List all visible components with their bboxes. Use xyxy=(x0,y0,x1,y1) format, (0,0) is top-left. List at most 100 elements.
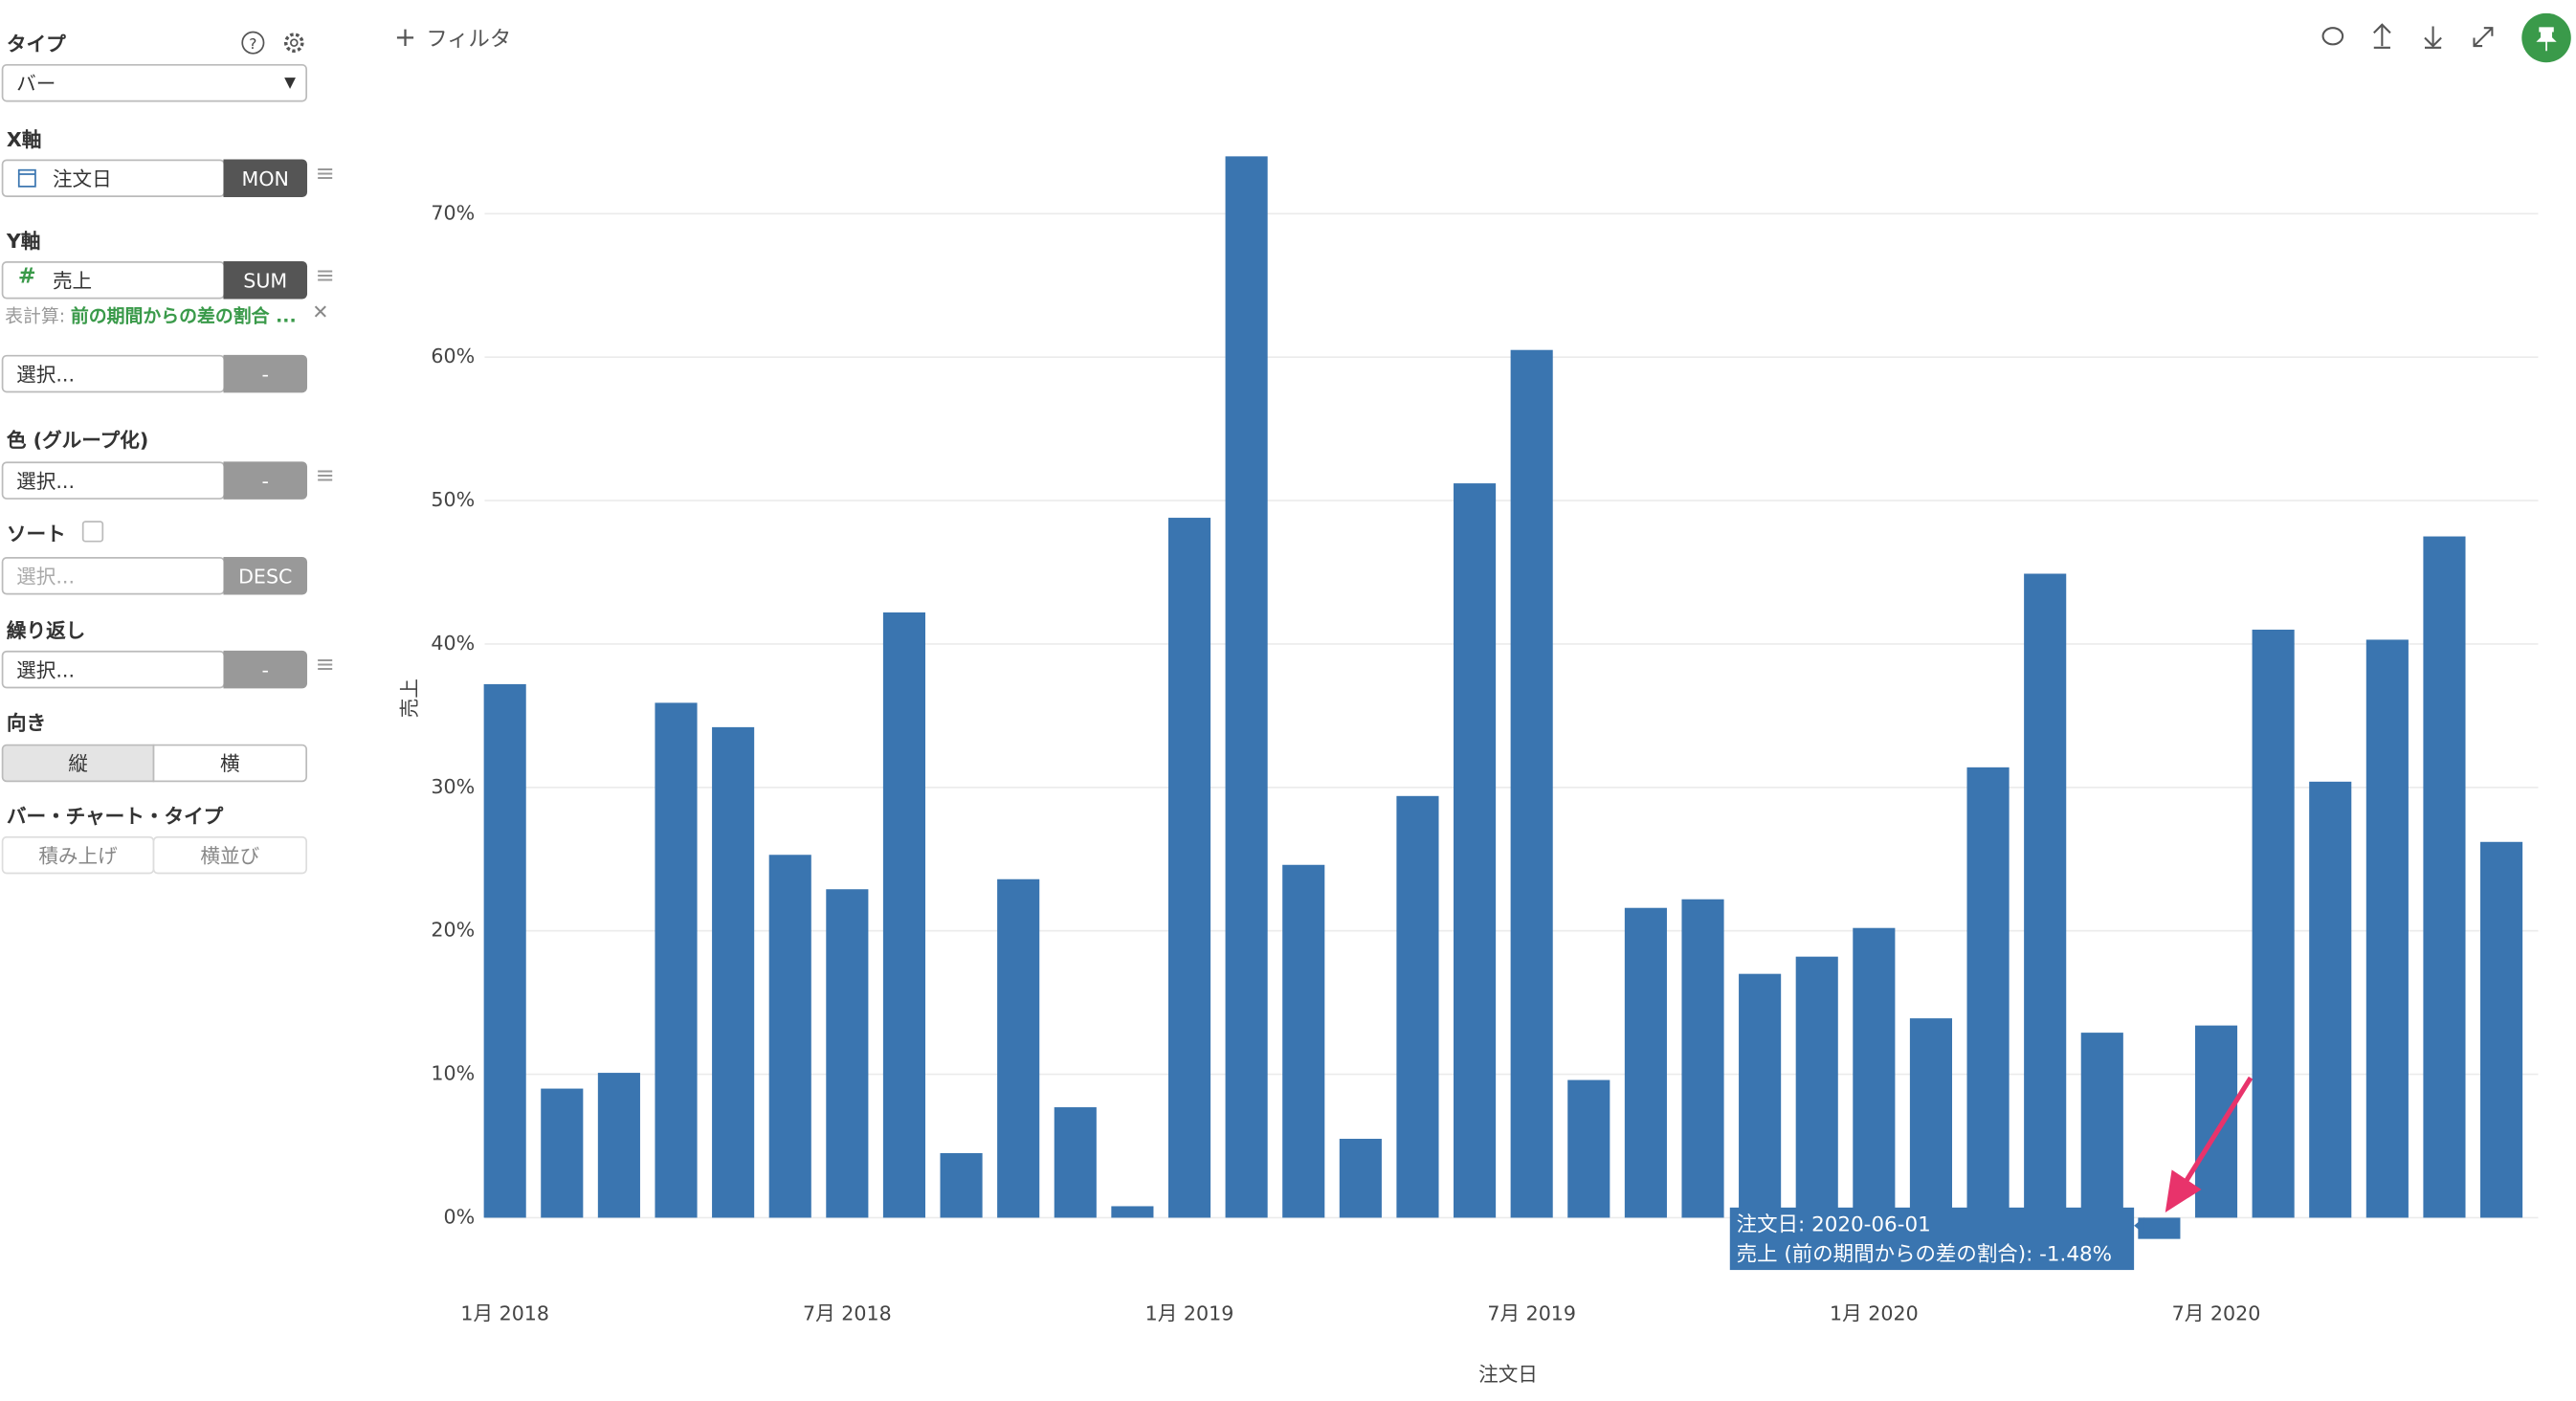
bar xyxy=(655,702,698,1218)
y-tick-label: 0% xyxy=(443,1205,475,1228)
filter-button[interactable]: + フィルタ xyxy=(394,21,512,53)
bar xyxy=(882,612,926,1218)
bar xyxy=(2423,536,2466,1218)
orientation-option[interactable]: 縦 xyxy=(1,744,155,783)
filter-label: フィルタ xyxy=(426,28,512,53)
menu-icon[interactable]: ≡ xyxy=(315,161,335,188)
bar xyxy=(1054,1107,1097,1218)
tooltip-box xyxy=(1729,1207,2135,1271)
y-tick-label: 70% xyxy=(431,201,475,224)
bar xyxy=(1396,795,1439,1218)
bar xyxy=(1681,899,1724,1218)
bar xyxy=(2309,781,2352,1218)
bar xyxy=(597,1073,640,1218)
bar xyxy=(768,855,811,1218)
tooltip: 注文日: 2020-06-01 売上 (前の期間からの差の割合): -1.48% xyxy=(1729,1076,2254,1271)
bar xyxy=(2480,841,2523,1218)
sidebar-icons: ? xyxy=(241,31,304,55)
sort-label: ソート xyxy=(6,522,66,545)
y-tick-label: 60% xyxy=(431,345,475,367)
repeat-btn[interactable]: - xyxy=(223,650,308,689)
sort-btn[interactable]: DESC xyxy=(223,556,308,595)
bar xyxy=(1510,349,1553,1218)
bar xyxy=(2138,1217,2181,1239)
y-agg[interactable]: SUM xyxy=(223,260,308,300)
type-label: タイプ xyxy=(6,33,66,56)
bar xyxy=(2024,573,2067,1218)
y-tick-label: 20% xyxy=(431,919,475,942)
menu-icon[interactable]: ≡ xyxy=(315,463,335,490)
color-select[interactable]: 選択... xyxy=(1,461,226,500)
type-value: バー xyxy=(16,72,56,96)
bar xyxy=(1853,927,1896,1218)
bar xyxy=(1339,1139,1382,1218)
bar xyxy=(1909,1018,1953,1218)
number-icon: # xyxy=(17,264,36,290)
sort-select[interactable]: 選択... xyxy=(1,556,226,595)
x-tick-label: 7月 2019 xyxy=(1487,1301,1576,1324)
bar xyxy=(1454,483,1497,1218)
calendar-icon xyxy=(17,168,36,188)
x-agg[interactable]: MON xyxy=(223,159,308,198)
bar xyxy=(1282,864,1325,1218)
color-label: 色 (グループ化) xyxy=(6,429,149,453)
x-axis-label: X軸 xyxy=(6,127,42,151)
bar-type-option[interactable]: 横並び xyxy=(152,835,308,875)
bar xyxy=(2365,639,2409,1218)
x-tick-label: 1月 2019 xyxy=(1145,1301,1234,1324)
x-axis-title: 注文日 xyxy=(1478,1363,1538,1386)
x-tick-label: 7月 2018 xyxy=(803,1301,892,1324)
y-field[interactable]: 売上 xyxy=(1,260,226,300)
bar xyxy=(1795,956,1838,1218)
y-axis-label: Y軸 xyxy=(6,230,41,254)
type-select[interactable]: バー ▼ xyxy=(1,63,308,102)
orientation-label: 向き xyxy=(6,711,47,735)
tooltip-pointer xyxy=(2134,1217,2144,1234)
bar xyxy=(541,1088,584,1218)
bar xyxy=(1966,767,2010,1218)
y-tick-label: 10% xyxy=(431,1062,475,1085)
sort-checkbox[interactable] xyxy=(81,521,104,543)
select-btn[interactable]: - xyxy=(223,354,308,393)
bar xyxy=(2080,1033,2123,1218)
select[interactable]: 選択... xyxy=(1,354,226,393)
bar xyxy=(483,683,526,1218)
bar xyxy=(940,1153,983,1218)
y-tick-label: 50% xyxy=(431,488,475,511)
orientation-option[interactable]: 横 xyxy=(152,744,308,783)
y-tick-label: 40% xyxy=(431,632,475,655)
calc-prefix: 表計算: xyxy=(5,305,66,327)
bar xyxy=(1624,907,1667,1218)
bar xyxy=(1167,518,1211,1218)
bar xyxy=(1739,973,1782,1218)
remove-icon[interactable]: ✕ xyxy=(312,300,329,324)
x-tick-label: 1月 2020 xyxy=(1830,1301,1919,1324)
menu-icon[interactable]: ≡ xyxy=(315,262,335,290)
bar xyxy=(712,726,755,1218)
bar xyxy=(2252,629,2295,1218)
bar xyxy=(1567,1079,1610,1218)
annotation-arrowhead xyxy=(2165,1169,2202,1212)
bar xyxy=(1225,156,1268,1218)
y-axis-title: 売上 xyxy=(398,678,421,718)
bar-type-label: バー・チャート・タイプ xyxy=(6,805,224,829)
bar xyxy=(2194,1025,2238,1218)
calc-value[interactable]: 前の期間からの差の割合 ... xyxy=(70,305,297,327)
bar xyxy=(826,889,869,1218)
repeat-label: 繰り返し xyxy=(6,619,86,643)
color-btn[interactable]: - xyxy=(223,461,308,500)
tooltip-line: 注文日: 2020-06-01 xyxy=(1737,1213,1931,1237)
x-field[interactable]: 注文日 xyxy=(1,159,226,198)
tooltip-line: 売上 (前の期間からの差の割合): -1.48% xyxy=(1737,1243,2112,1267)
x-tick-label: 7月 2020 xyxy=(2172,1301,2261,1324)
menu-icon[interactable]: ≡ xyxy=(315,652,335,679)
svg-text:?: ? xyxy=(249,35,256,53)
y-tick-label: 30% xyxy=(431,775,475,798)
annotation-arrow xyxy=(2183,1076,2254,1185)
toolbar-icons xyxy=(2321,12,2571,63)
bar-type-option[interactable]: 積み上げ xyxy=(1,835,155,875)
repeat-select[interactable]: 選択... xyxy=(1,650,226,689)
